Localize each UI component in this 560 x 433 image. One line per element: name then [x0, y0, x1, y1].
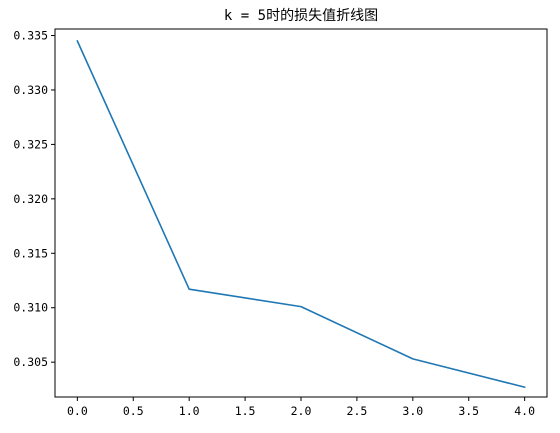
series-line [76, 39, 526, 389]
x-tick-label: 2.5 [347, 404, 368, 418]
x-tick-label: 1.5 [235, 404, 256, 418]
x-tick-label: 2.0 [291, 404, 312, 418]
y-tick-label: 0.305 [13, 355, 48, 369]
y-tick-label: 0.320 [13, 192, 48, 206]
axes [54, 28, 548, 398]
y-tick-label: 0.315 [13, 246, 48, 260]
series [76, 39, 526, 389]
y-tick-label: 0.330 [13, 83, 48, 97]
x-tick-label: 3.0 [402, 404, 423, 418]
y-tick-label: 0.310 [13, 301, 48, 315]
y-tick-label: 0.325 [13, 137, 48, 151]
x-tick-label: 4.0 [514, 404, 535, 418]
x-tick-label: 0.0 [67, 404, 88, 418]
x-tick-label: 0.5 [123, 404, 144, 418]
y-tick-label: 0.335 [13, 29, 48, 43]
x-tick-label: 1.0 [179, 404, 200, 418]
plot-frame [54, 28, 548, 398]
y-axis-ticks: 0.305 0.310 0.315 0.320 0.325 0.330 0.335 [13, 29, 55, 369]
x-tick-label: 3.5 [458, 404, 479, 418]
chart-title: k = 5时的损失值折线图 [224, 8, 378, 24]
x-axis-ticks: 0.0 0.5 1.0 1.5 2.0 2.5 3.0 3.5 4.0 [67, 397, 535, 418]
